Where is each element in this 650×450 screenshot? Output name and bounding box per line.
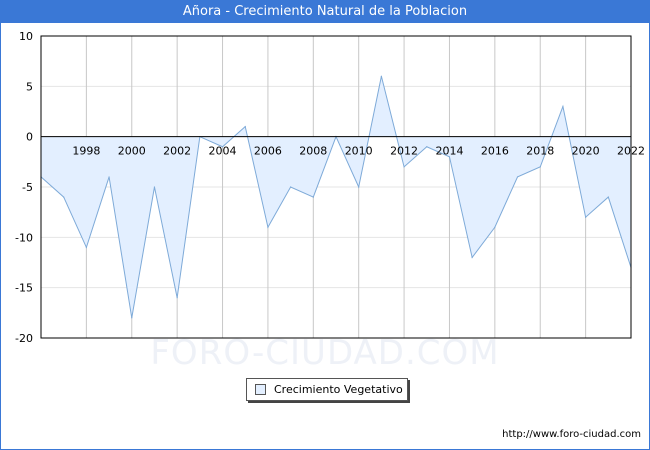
x-tick-label: 1998: [72, 145, 100, 158]
legend-swatch: [255, 384, 266, 395]
x-tick-label: 2006: [254, 145, 282, 158]
x-tick-label: 2010: [345, 145, 373, 158]
x-tick-label: 2012: [390, 145, 418, 158]
data-point: [244, 126, 246, 128]
x-tick-label: 2002: [163, 145, 191, 158]
data-point: [290, 186, 292, 188]
y-tick-label: 10: [19, 30, 33, 43]
data-point: [85, 246, 87, 248]
data-point: [426, 146, 428, 148]
chart-legend: Crecimiento Vegetativo: [246, 378, 408, 401]
data-point: [108, 176, 110, 178]
data-point: [607, 196, 609, 198]
y-tick-label: -10: [15, 231, 33, 244]
plot-border: [40, 35, 632, 339]
y-tick-label: -5: [22, 181, 33, 194]
data-point: [494, 226, 496, 228]
data-point: [267, 226, 269, 228]
data-point: [562, 105, 564, 108]
data-point: [63, 196, 65, 198]
y-tick-label: -20: [15, 332, 33, 345]
y-tick-label: 5: [26, 80, 33, 93]
y-tick-label: 0: [26, 131, 33, 144]
x-tick-label: 2014: [435, 145, 463, 158]
footer-url: http://www.foro-ciudad.com: [502, 429, 641, 440]
data-point: [585, 216, 587, 218]
data-point: [471, 256, 473, 259]
data-point: [403, 166, 405, 168]
x-tick-label: 2022: [617, 145, 645, 158]
data-point: [358, 186, 360, 188]
data-point: [312, 196, 314, 198]
x-tick-label: 2020: [572, 145, 600, 158]
data-point: [153, 186, 156, 188]
x-tick-label: 2016: [481, 145, 509, 158]
y-tick-label: -15: [15, 282, 33, 295]
chart-plot: 10 5 0 -5 -10 -15 -20 1998 2000 2002 2004 2006 2008 2…: [15, 30, 645, 345]
watermark-text: FORO-CIUDAD.COM: [150, 333, 500, 373]
data-point: [448, 156, 451, 158]
x-tick-label: 2018: [526, 145, 554, 158]
data-point: [221, 146, 224, 148]
x-tick-label: 2008: [299, 145, 327, 158]
data-point: [131, 317, 133, 319]
data-point: [380, 75, 382, 77]
data-point: [176, 297, 178, 299]
data-point: [539, 166, 541, 168]
chart-title: Añora - Crecimiento Natural de la Poblac…: [1, 1, 649, 23]
x-tick-label: 2004: [209, 145, 237, 158]
data-point: [516, 176, 519, 178]
x-tick-label: 2000: [118, 145, 146, 158]
legend-label: Crecimiento Vegetativo: [274, 383, 403, 396]
